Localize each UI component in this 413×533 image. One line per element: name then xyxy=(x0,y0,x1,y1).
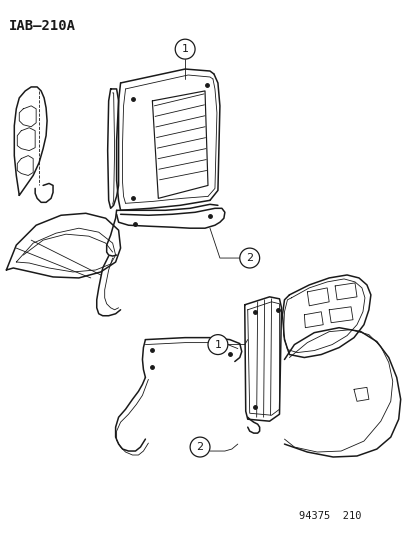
Text: 1: 1 xyxy=(214,340,221,350)
Circle shape xyxy=(239,248,259,268)
Text: 1: 1 xyxy=(181,44,188,54)
Text: 2: 2 xyxy=(196,442,203,452)
Circle shape xyxy=(175,39,195,59)
Circle shape xyxy=(190,437,209,457)
Text: 94375  210: 94375 210 xyxy=(299,511,361,521)
Text: IAB–210A: IAB–210A xyxy=(9,19,76,33)
Text: 2: 2 xyxy=(246,253,253,263)
Circle shape xyxy=(207,335,227,354)
